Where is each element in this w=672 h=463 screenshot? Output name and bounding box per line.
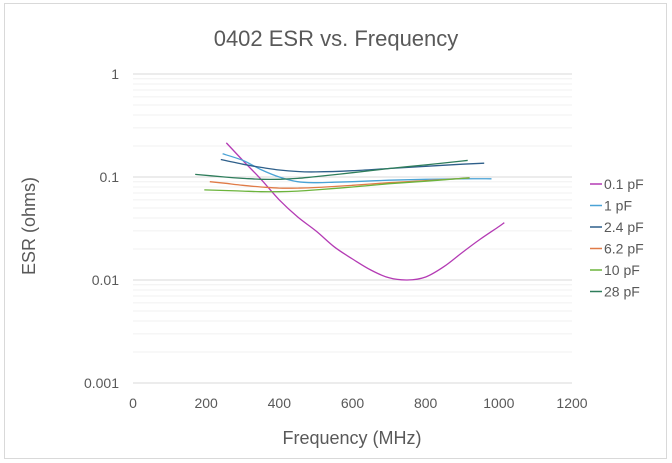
x-tick-label: 400 [268,395,292,411]
legend-label-1-pf: 1 pF [604,198,632,214]
x-tick-label: 200 [194,395,218,411]
chart-title: 0402 ESR vs. Frequency [214,26,459,51]
legend-label-28-pf: 28 pF [604,284,640,300]
series-line-2-4-pf [220,158,485,173]
x-tick-label: 0 [129,395,137,411]
y-tick-label: 0.001 [84,375,119,391]
chart-frame: 0402 ESR vs. Frequency 0 200 400 600 800 1000… [4,3,667,459]
series-line-28-pf [195,159,468,181]
y-tick-label: 0.01 [92,272,119,288]
y-tick-label: 1 [111,66,119,82]
series-line-10-pf [204,177,470,193]
x-tick-label: 1000 [483,395,514,411]
legend-label-6-2-pf: 6.2 pF [604,241,644,257]
x-axis-title: Frequency (MHz) [282,428,421,448]
series-line-1-pf [222,153,492,184]
legend-label-10-pf: 10 pF [604,262,640,278]
series-layer [195,142,505,281]
x-tick-label: 600 [341,395,365,411]
legend: 0.1 pF 1 pF 2.4 pF 6.2 pF 10 pF 28 pF [590,176,644,300]
x-tick-label: 1200 [556,395,587,411]
x-tick-label: 800 [414,395,438,411]
y-axis-title: ESR (ohms) [19,177,39,275]
series-line-0-1-pf [225,142,505,281]
chart-svg: 0402 ESR vs. Frequency 0 200 400 600 800 1000… [19,26,644,448]
y-tick-label: 0.1 [100,169,120,185]
tick-layer: 0 200 400 600 800 1000 1200 1 0.1 0.01 0.001 [84,66,588,411]
legend-label-0-1-pf: 0.1 pF [604,176,644,192]
legend-label-2-4-pf: 2.4 pF [604,219,644,235]
grid-layer [133,73,572,384]
